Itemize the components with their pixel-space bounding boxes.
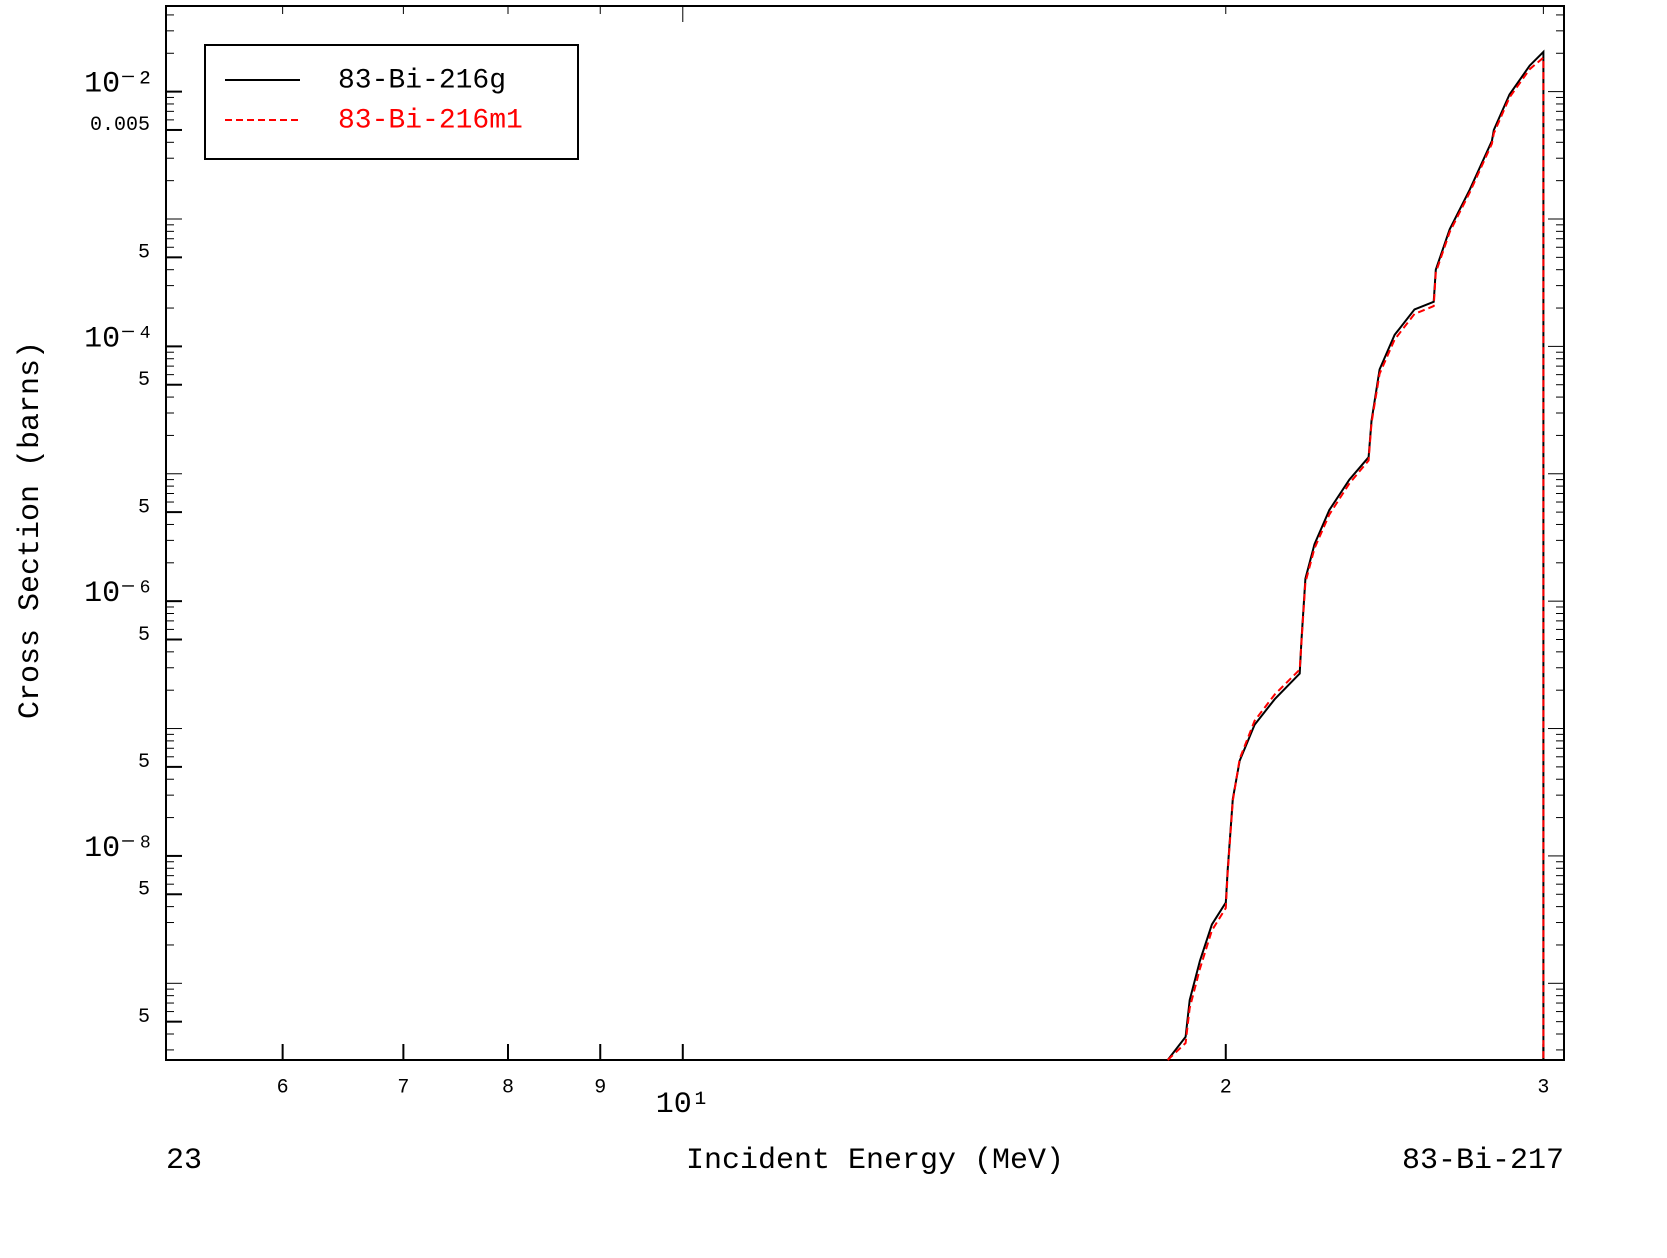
series-line — [1166, 49, 1545, 1061]
legend-label: 83-Bi-216m1 — [338, 105, 523, 136]
y-axis-label: Cross Section (barns) — [14, 341, 48, 719]
x-tick-label: 9 — [594, 1076, 606, 1099]
legend-box — [204, 44, 579, 160]
x-tick-label: 8 — [502, 1076, 514, 1099]
legend-label: 83-Bi-216g — [338, 65, 506, 96]
x-axis-label: Incident Energy (MeV) — [686, 1144, 1064, 1178]
y-tick-label: 5 — [138, 624, 150, 647]
y-tick-label: 10⁻⁴ — [84, 322, 154, 356]
y-tick-label: 0.005 — [90, 114, 150, 137]
y-tick-label: 5 — [138, 879, 150, 902]
y-tick-label: 5 — [138, 751, 150, 774]
corner-label: 23 — [166, 1144, 202, 1178]
plot-frame — [165, 5, 1565, 1061]
y-tick-label: 10⁻⁸ — [84, 832, 154, 866]
x-tick-label: 6 — [277, 1076, 289, 1099]
x-tick-label: 2 — [1220, 1076, 1232, 1099]
x-tick-label: 7 — [397, 1076, 409, 1099]
y-tick-label: 5 — [138, 242, 150, 265]
y-tick-label: 5 — [138, 369, 150, 392]
series-line — [1167, 55, 1545, 1061]
corner-label: 83-Bi-217 — [1402, 1144, 1564, 1178]
y-tick-label: 10⁻⁶ — [84, 577, 154, 611]
y-tick-label: 5 — [138, 496, 150, 519]
x-tick-label: 10¹ — [656, 1088, 710, 1122]
y-tick-label: 5 — [138, 1006, 150, 1029]
x-tick-label: 3 — [1537, 1076, 1549, 1099]
y-tick-label: 10⁻² — [84, 68, 154, 102]
